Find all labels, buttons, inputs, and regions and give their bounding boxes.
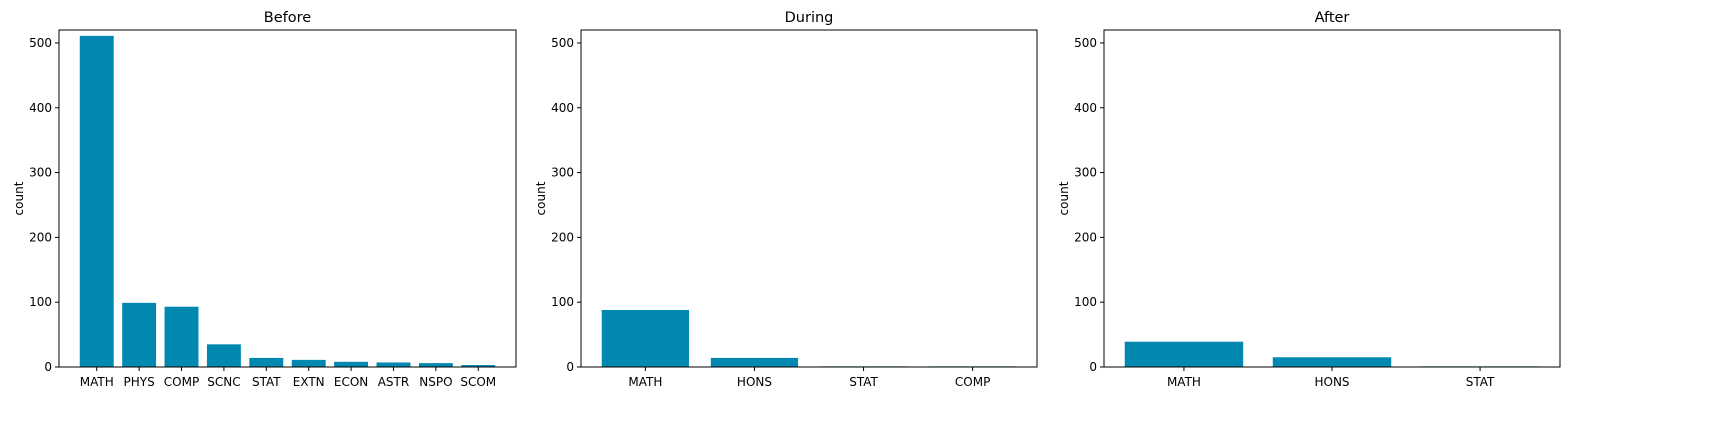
bar-scnc: [206, 344, 241, 367]
x-tick-label: HONS: [737, 375, 772, 389]
bar-stat: [249, 357, 284, 367]
bar-math: [601, 309, 689, 367]
y-axis-label: count: [12, 181, 26, 215]
y-tick-label: 200: [551, 230, 574, 244]
y-tick-label: 200: [29, 230, 52, 244]
x-tick-label: COMP: [955, 375, 990, 389]
y-tick-label: 400: [29, 101, 52, 115]
y-tick-label: 100: [1074, 295, 1097, 309]
bar-nspo: [418, 363, 453, 367]
x-tick-label: MATH: [628, 375, 662, 389]
bar-extn: [291, 359, 326, 367]
bar-math: [1124, 341, 1244, 367]
y-axis-label: count: [1057, 181, 1071, 215]
y-tick-label: 500: [1074, 36, 1097, 50]
x-tick-label: STAT: [849, 375, 878, 389]
panel-after: After MATH HONS STAT 0 100 200 300 400 500 count: [1057, 10, 1561, 389]
bar-hons: [710, 357, 799, 367]
y-tick-label: 0: [566, 360, 574, 374]
y-tick-label: 100: [29, 295, 52, 309]
bar-hons: [1272, 357, 1392, 367]
panel-during: During MATH HONS STAT COMP 0 100 200 300 400 500 co…: [534, 10, 1038, 389]
y-tick-label: 400: [1074, 101, 1097, 115]
x-tick-label: PHYS: [124, 375, 155, 389]
bar-comp: [164, 306, 199, 367]
y-tick-label: 300: [1074, 166, 1097, 180]
x-tick-label: COMP: [164, 375, 199, 389]
panel-before: Before MATH PHYS COMP SCNC STAT EXTN ECON ASTR NS…: [12, 10, 517, 389]
y-axis-label: count: [534, 181, 548, 215]
bar-math: [79, 35, 114, 367]
x-tick-label: SCOM: [460, 375, 496, 389]
bar-astr: [376, 362, 411, 367]
bar-scom: [461, 365, 496, 367]
x-tick-label: NSPO: [419, 375, 452, 389]
y-tick-label: 200: [1074, 230, 1097, 244]
y-tick-label: 100: [551, 295, 574, 309]
panel-title: After: [1315, 10, 1350, 26]
x-tick-label: STAT: [1466, 375, 1495, 389]
y-tick-label: 300: [29, 166, 52, 180]
x-tick-label: HONS: [1314, 375, 1349, 389]
plot-frame: [58, 29, 517, 368]
x-tick-label: MATH: [80, 375, 114, 389]
x-tick-label: ECON: [334, 375, 368, 389]
x-tick-label: ASTR: [378, 375, 410, 389]
y-tick-label: 500: [29, 36, 52, 50]
y-tick-label: 500: [551, 36, 574, 50]
y-tick-label: 0: [1089, 360, 1097, 374]
x-tick-label: STAT: [252, 375, 281, 389]
panel-title: Before: [264, 10, 311, 26]
bar-econ: [334, 361, 369, 367]
x-tick-label: MATH: [1167, 375, 1201, 389]
bar-phys: [122, 302, 157, 367]
plot-frame: [1103, 29, 1561, 368]
plot-frame: [580, 29, 1038, 368]
x-tick-label: EXTN: [293, 375, 325, 389]
y-tick-label: 300: [551, 166, 574, 180]
x-tick-label: SCNC: [207, 375, 240, 389]
y-tick-label: 400: [551, 101, 574, 115]
panel-title: During: [785, 10, 834, 26]
y-tick-label: 0: [44, 360, 52, 374]
